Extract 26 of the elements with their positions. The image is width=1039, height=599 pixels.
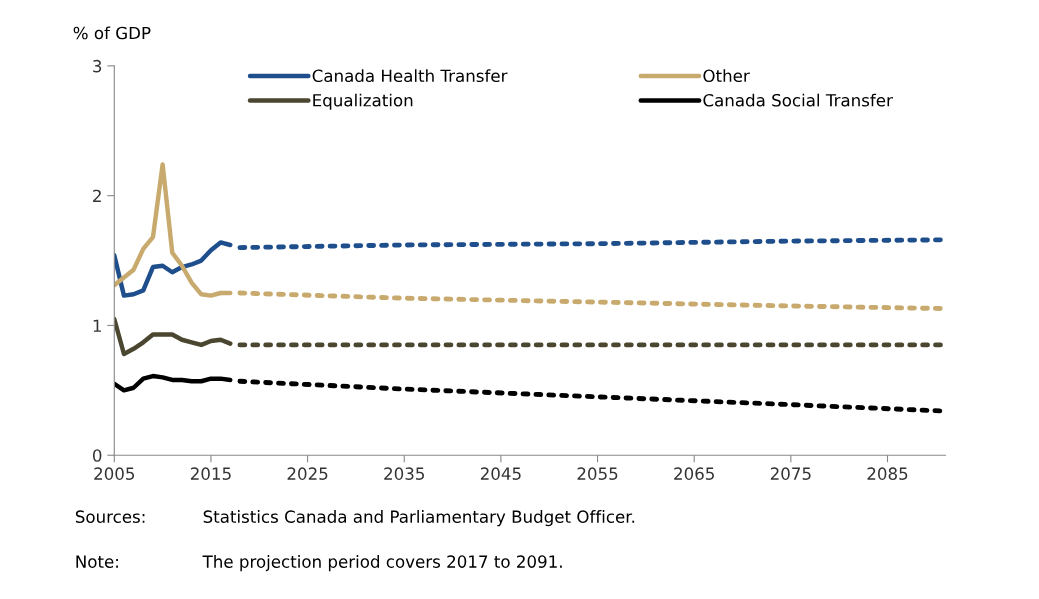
y-tick-label: 3 bbox=[93, 59, 102, 73]
line-series bbox=[237, 290, 946, 312]
x-tick-label: 2045 bbox=[480, 467, 521, 480]
x-tick-label: 2075 bbox=[770, 467, 811, 480]
text: Note: The projection period covers 2017 to 2091. bbox=[76, 554, 562, 572]
x-tick-label: 2055 bbox=[577, 467, 618, 480]
x-tick-label: 2025 bbox=[287, 467, 328, 480]
line-series bbox=[114, 373, 233, 393]
x-tick-label: 2005 bbox=[94, 467, 135, 480]
line-series bbox=[114, 240, 233, 298]
x-tick-label: 2085 bbox=[867, 467, 908, 480]
y-tick-label: 2 bbox=[93, 189, 101, 203]
legend-label: Canada Social Transfer bbox=[703, 93, 893, 107]
y-axis-title: % of GDP bbox=[73, 26, 151, 40]
legend-label: Canada Health Transfer bbox=[312, 69, 508, 83]
legend-label: Other bbox=[703, 69, 750, 83]
y-tick-label: 1 bbox=[93, 319, 101, 332]
legend-label: Equalization bbox=[313, 93, 413, 110]
x-tick-label: 2035 bbox=[384, 467, 424, 480]
line-series bbox=[237, 237, 946, 251]
y-tick-label: 0 bbox=[92, 449, 102, 462]
x-tick-label: 2065 bbox=[674, 467, 714, 480]
x-tick-label: 2015 bbox=[190, 467, 231, 480]
line-series bbox=[114, 162, 233, 298]
text: Sources: Statistics Canada and Parliamentary Budget Officer. bbox=[75, 510, 635, 527]
line-series bbox=[114, 316, 233, 357]
